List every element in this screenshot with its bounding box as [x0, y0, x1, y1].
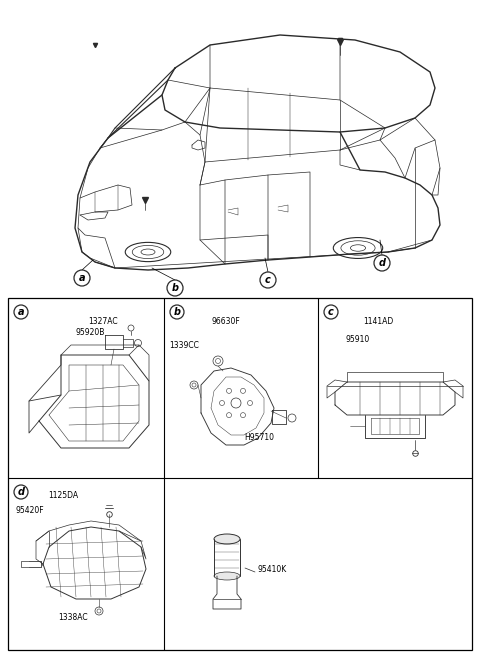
Circle shape: [95, 607, 103, 615]
Text: 95420F: 95420F: [16, 506, 45, 515]
Circle shape: [170, 305, 184, 319]
Circle shape: [192, 383, 196, 387]
Text: d: d: [379, 258, 385, 268]
Ellipse shape: [125, 242, 171, 261]
Circle shape: [74, 270, 90, 286]
Text: 95910: 95910: [346, 335, 370, 344]
Ellipse shape: [333, 238, 383, 259]
Text: H95710: H95710: [244, 433, 274, 442]
Circle shape: [288, 414, 296, 422]
Circle shape: [227, 413, 231, 418]
Text: 1338AC: 1338AC: [58, 613, 88, 622]
Text: c: c: [265, 275, 271, 285]
Text: b: b: [171, 283, 179, 293]
Circle shape: [248, 400, 252, 405]
Circle shape: [134, 339, 142, 346]
Ellipse shape: [132, 246, 164, 259]
Text: 1125DA: 1125DA: [48, 491, 78, 500]
Circle shape: [324, 305, 338, 319]
Circle shape: [14, 305, 28, 319]
Ellipse shape: [214, 534, 240, 544]
Ellipse shape: [350, 245, 366, 252]
Text: 95410K: 95410K: [257, 565, 286, 574]
Circle shape: [190, 381, 198, 389]
Ellipse shape: [214, 572, 240, 580]
Circle shape: [219, 400, 225, 405]
Text: 95920B: 95920B: [75, 328, 105, 337]
Circle shape: [213, 356, 223, 366]
Circle shape: [97, 609, 101, 613]
Text: 1141AD: 1141AD: [363, 317, 393, 326]
Circle shape: [227, 388, 231, 394]
Text: a: a: [79, 273, 85, 283]
Ellipse shape: [141, 249, 155, 255]
Text: 1327AC: 1327AC: [88, 317, 118, 326]
Circle shape: [240, 388, 245, 394]
Circle shape: [231, 398, 241, 408]
Text: c: c: [328, 307, 334, 317]
Circle shape: [167, 280, 183, 296]
Text: 96630F: 96630F: [212, 317, 240, 326]
Circle shape: [260, 272, 276, 288]
Bar: [8, 298, 472, 650]
Text: b: b: [173, 307, 180, 317]
Circle shape: [128, 325, 134, 331]
Text: 1339CC: 1339CC: [169, 341, 199, 350]
Text: d: d: [17, 487, 24, 497]
Circle shape: [14, 485, 28, 499]
Circle shape: [240, 413, 245, 418]
Circle shape: [374, 255, 390, 271]
Circle shape: [216, 358, 220, 364]
Text: a: a: [18, 307, 24, 317]
Ellipse shape: [341, 241, 375, 255]
